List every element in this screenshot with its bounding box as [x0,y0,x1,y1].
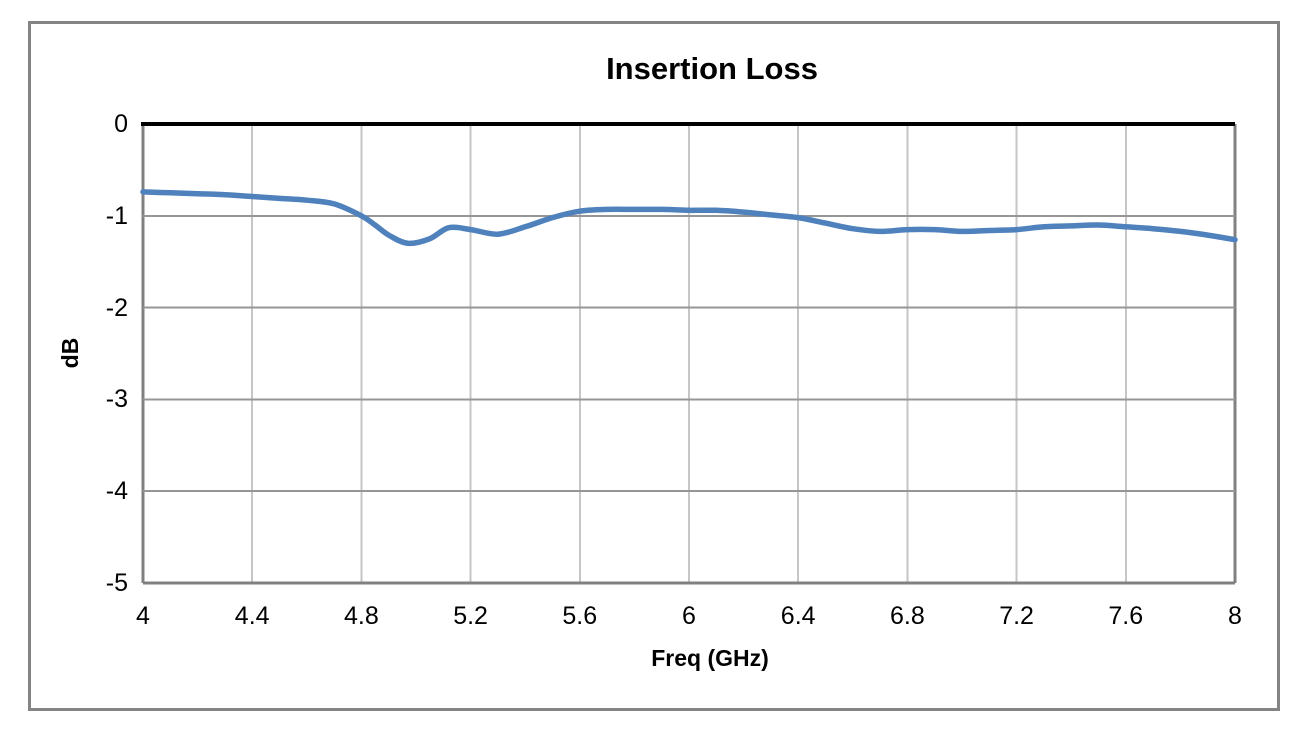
x-tick-label: 7.2 [999,602,1034,630]
series-lines [140,189,1238,247]
x-tick-label: 6 [682,602,696,630]
x-tick-label: 6.8 [890,602,925,630]
y-tick-label: -1 [105,201,128,230]
y-axis-title: dB [57,337,83,369]
y-tick-label: -2 [105,293,128,322]
y-tick-label: -3 [105,385,128,414]
x-tick-label: 4 [136,602,150,630]
x-tick-label: 7.6 [1108,602,1144,630]
x-tick-label: 8 [1228,602,1242,630]
x-tick-label: 5.6 [562,602,598,630]
y-tick-label: -4 [105,477,128,506]
x-axis-title: Freq (GHz) [651,645,769,671]
gridlines [141,122,1237,585]
chart-frame [28,21,1280,711]
y-tick-label: 0 [114,110,128,138]
x-tick-label: 4.8 [344,602,379,630]
x-tick-label: 5.2 [453,602,488,630]
x-tick-label: 4.4 [234,602,270,630]
chart-title: Insertion Loss [606,51,818,86]
x-tick-label: 6.4 [780,602,816,630]
y-tick-label: -5 [105,569,128,597]
series-line-insertion-loss [140,189,1238,247]
